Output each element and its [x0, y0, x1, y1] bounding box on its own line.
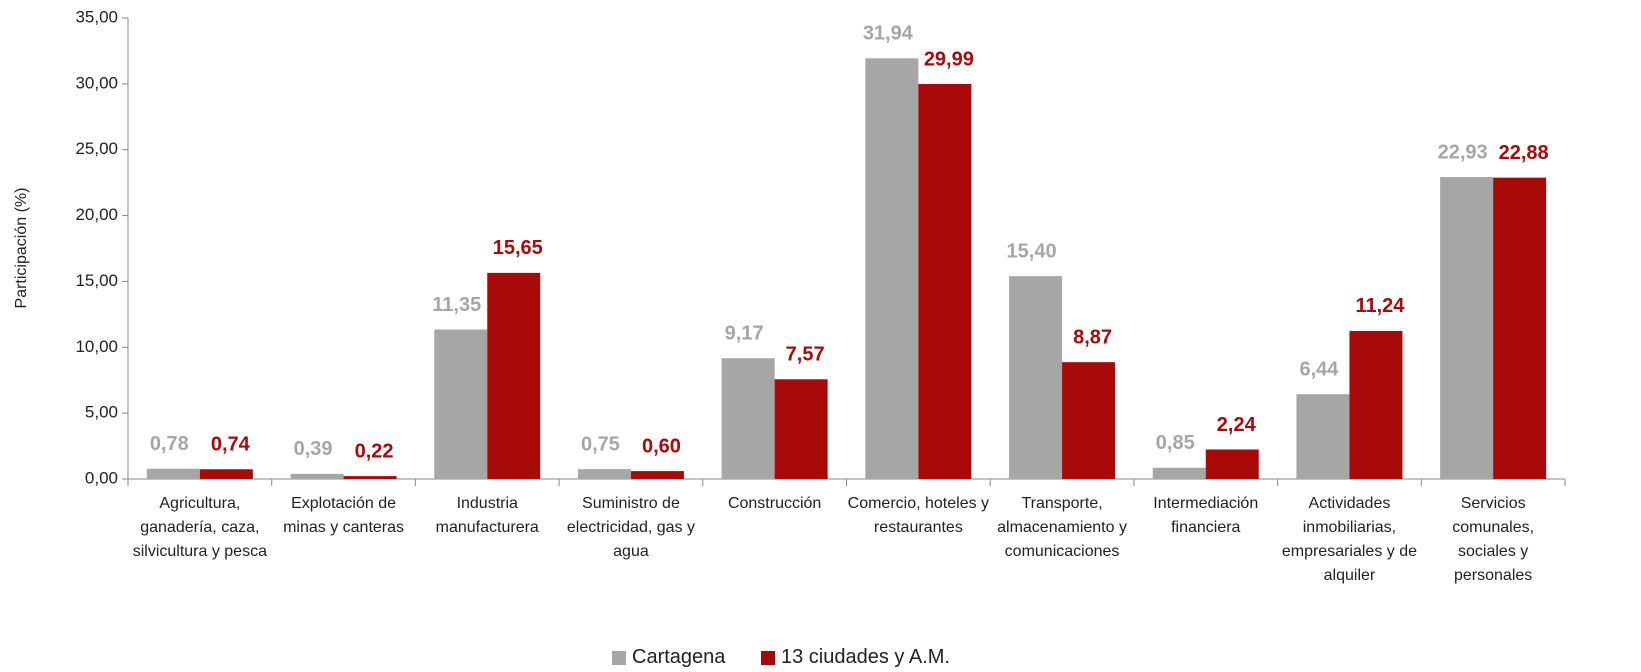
x-tick-label: Servicios comunales, sociales y personal… — [1452, 495, 1535, 584]
data-label: 15,40 — [1007, 240, 1057, 262]
bar — [343, 476, 397, 479]
bar — [1493, 177, 1547, 480]
data-label: 0,75 — [581, 433, 620, 455]
x-tick-label: Industria manufacturera — [435, 495, 539, 536]
data-label: 8,87 — [1073, 326, 1112, 348]
x-tick-label: Suministro de electricidad, gas y agua — [566, 495, 695, 560]
x-tick-label: Intermediación financiera — [1153, 495, 1259, 536]
bar — [1152, 467, 1206, 479]
y-tick-label: 0,00 — [85, 468, 118, 487]
y-axis-title: Participación (%) — [13, 188, 30, 309]
y-tick-label: 20,00 — [75, 205, 118, 224]
bar — [199, 469, 253, 479]
data-label: 2,24 — [1217, 414, 1257, 436]
legend-item: 13 ciudades y A.M. — [761, 646, 950, 669]
y-tick-label: 15,00 — [75, 271, 118, 290]
data-label: 11,24 — [1355, 295, 1405, 317]
bar — [1205, 449, 1259, 479]
data-label: 0,85 — [1156, 432, 1195, 454]
y-tick-label: 5,00 — [85, 403, 118, 422]
y-tick-label: 35,00 — [75, 7, 118, 26]
bar — [290, 473, 344, 479]
bar — [1062, 362, 1116, 479]
data-label: 15,65 — [493, 237, 543, 259]
x-tick-label: Explotación de minas y canteras — [283, 495, 405, 536]
data-label: 0,74 — [211, 434, 251, 456]
x-tick-label: Actividades inmobiliarias, empresariales… — [1281, 495, 1418, 584]
data-label: 22,93 — [1438, 141, 1488, 163]
bar — [146, 468, 200, 479]
bar — [630, 471, 684, 479]
y-tick-label: 30,00 — [75, 73, 118, 92]
data-label: 0,39 — [294, 438, 333, 460]
data-label: 22,88 — [1499, 142, 1549, 164]
y-tick-label: 25,00 — [75, 139, 118, 158]
bar — [721, 358, 775, 479]
bar — [1349, 330, 1403, 479]
data-label: 0,60 — [642, 435, 681, 457]
bar — [774, 379, 828, 479]
bar — [1296, 394, 1350, 479]
data-label: 9,17 — [725, 322, 764, 344]
bar — [487, 272, 541, 479]
bar — [1440, 176, 1494, 480]
data-label: 29,99 — [924, 48, 974, 70]
data-label: 6,44 — [1299, 358, 1339, 380]
legend-label: 13 ciudades y A.M. — [781, 646, 950, 668]
legend-swatch — [612, 650, 626, 665]
x-tick-label: Transporte, almacenamiento y comunicacio… — [997, 495, 1127, 560]
data-label: 31,94 — [863, 23, 914, 45]
bar — [577, 469, 631, 479]
bar — [918, 83, 972, 479]
y-tick-label: 10,00 — [75, 337, 118, 356]
legend-item: Cartagena — [612, 646, 725, 669]
legend-swatch — [761, 650, 775, 665]
bar — [1009, 276, 1063, 479]
x-tick-label: Agricultura, ganadería, caza, silvicultu… — [132, 495, 267, 560]
bar — [865, 58, 919, 480]
data-label: 11,35 — [432, 294, 481, 316]
legend-label: Cartagena — [632, 646, 726, 668]
x-tick-label: Comercio, hoteles y restaurantes — [847, 495, 990, 536]
bar — [434, 329, 488, 479]
data-label: 0,78 — [150, 433, 189, 455]
x-tick-label: Construcción — [727, 495, 822, 512]
data-label: 7,57 — [786, 344, 825, 366]
data-label: 0,22 — [355, 440, 394, 462]
